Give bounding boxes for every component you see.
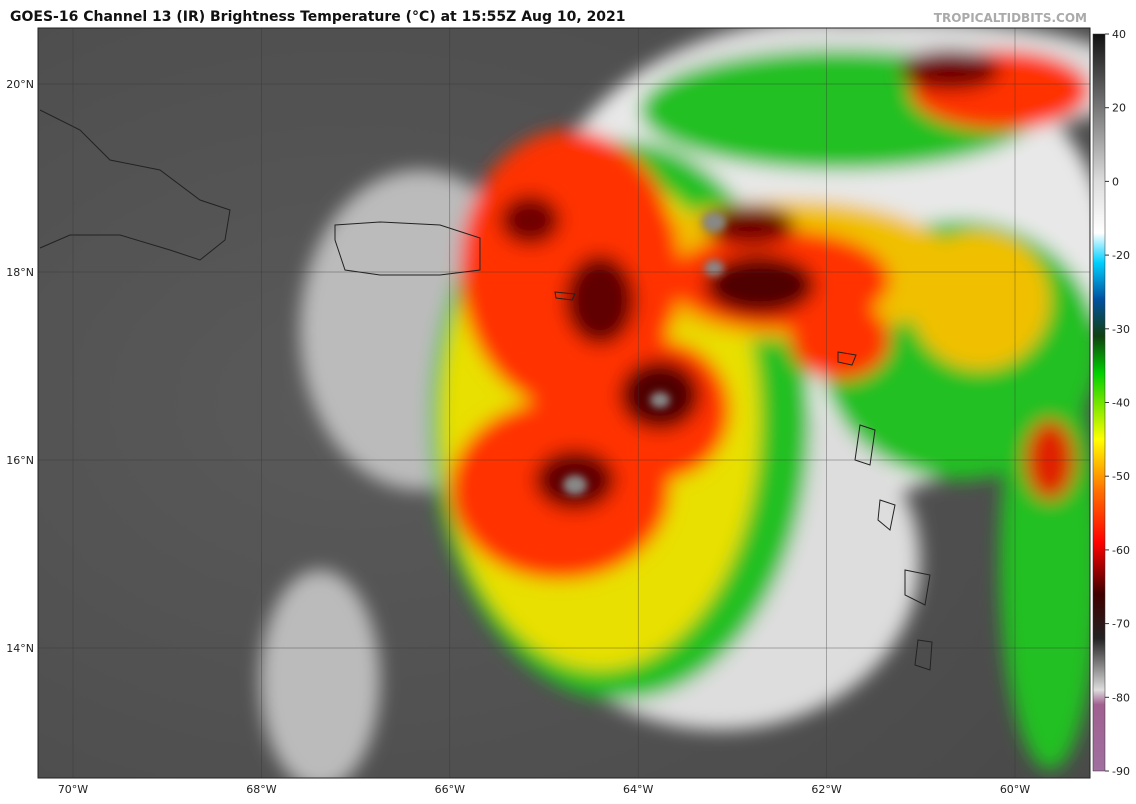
lon-label: 62°W [811,783,841,796]
colorbar-label: -30 [1112,323,1130,336]
map-frame [37,27,1091,779]
colorbar-label: -70 [1112,618,1130,631]
imagery [38,28,1090,778]
lat-label: 20°N [6,78,34,91]
colorbar-label: -20 [1112,249,1130,262]
title: GOES-16 Channel 13 (IR) Brightness Tempe… [10,9,626,25]
colorbar-label: 0 [1112,175,1119,188]
lat-label: 14°N [6,642,34,655]
lon-label: 68°W [246,783,276,796]
lon-label: 60°W [1000,783,1030,796]
colorbar-label: -90 [1112,765,1130,778]
lat-label: 16°N [6,454,34,467]
lon-label: 66°W [435,783,465,796]
colorbar-label: -40 [1112,397,1130,410]
lon-label: 64°W [623,783,653,796]
colorbar-label: 40 [1112,28,1126,41]
lon-label: 70°W [58,783,88,796]
colorbar-label: 20 [1112,102,1126,115]
source: TROPICALTIDBITS.COM [934,11,1087,25]
colorbar-label: -60 [1112,544,1130,557]
lat-label: 18°N [6,266,34,279]
colorbar-label: -80 [1112,691,1130,704]
colorbar-label: -50 [1112,470,1130,483]
colorbar [1092,33,1106,772]
